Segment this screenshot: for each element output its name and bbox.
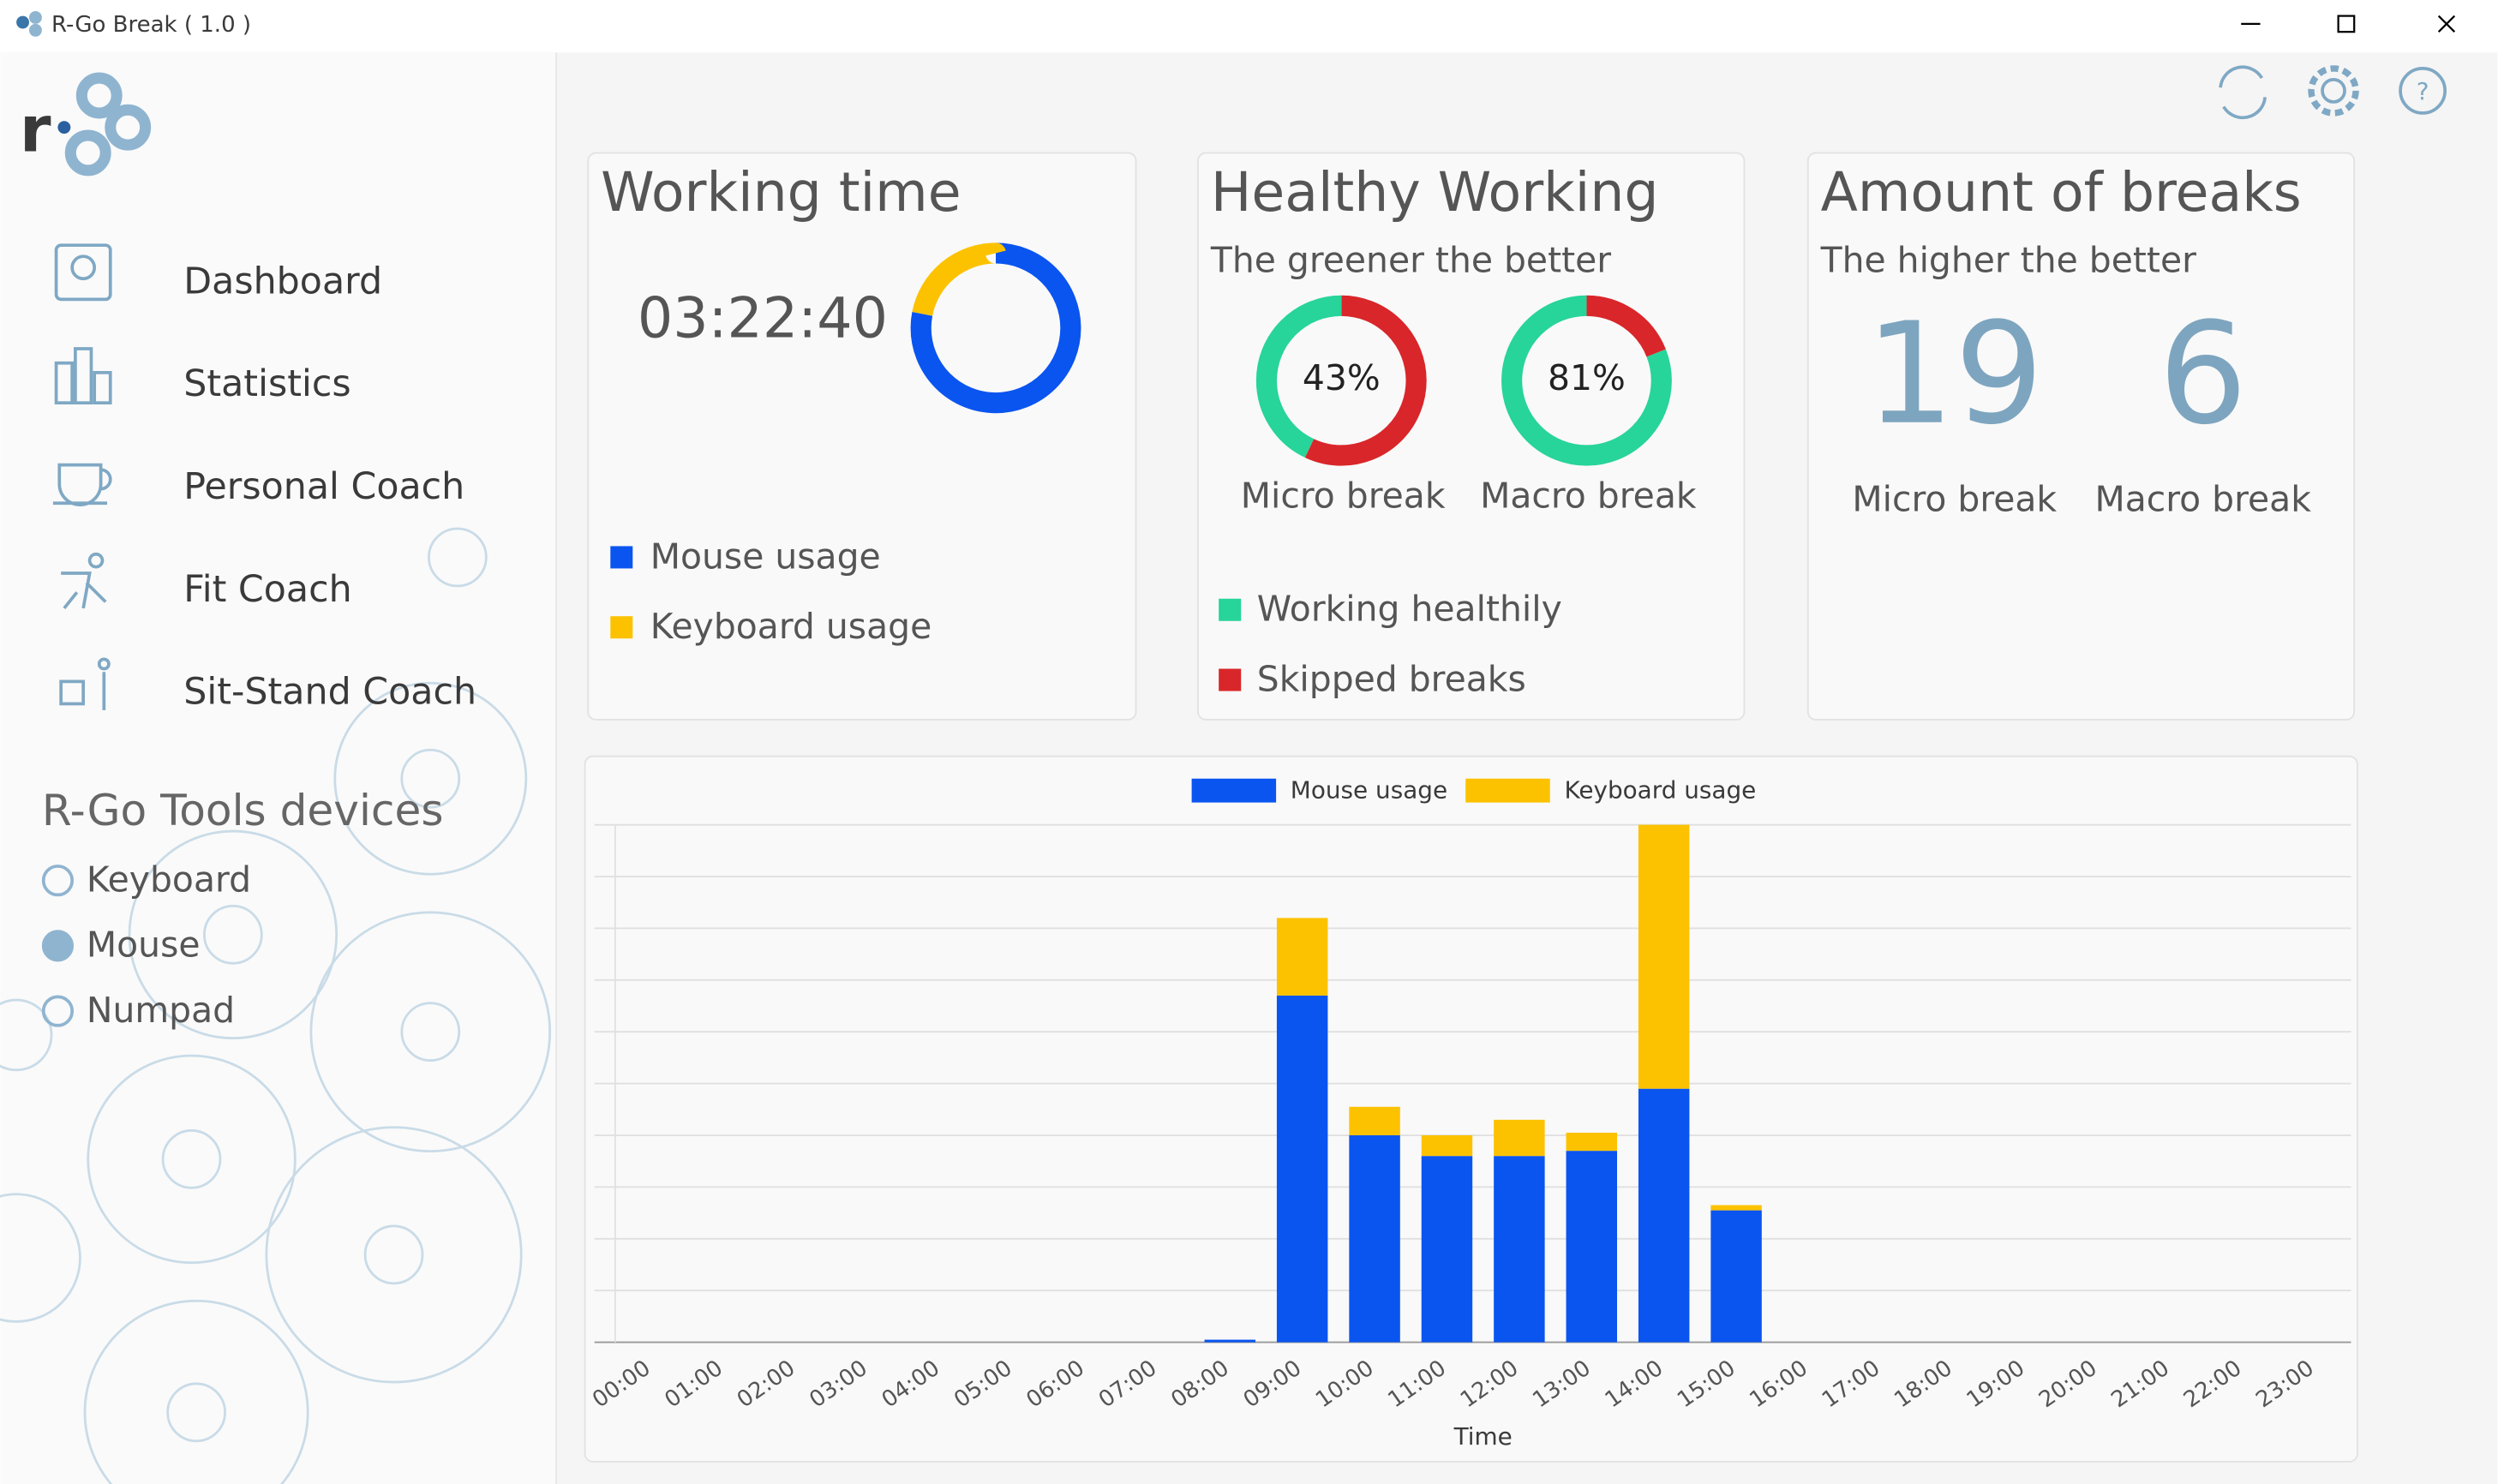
maximize-button[interactable] [2337, 15, 2356, 33]
legend-label: Mouse usage [650, 536, 881, 577]
sidebar [0, 52, 557, 1484]
card-healthy-working [1197, 152, 1746, 721]
card-chart [584, 755, 2358, 1463]
nav-item[interactable]: Personal Coach [183, 465, 464, 508]
nav-item[interactable]: Statistics [183, 362, 350, 405]
break-count-label: Micro break [1852, 478, 2057, 519]
refresh-button[interactable] [2219, 65, 2267, 120]
sidebar-pattern [0, 527, 552, 1484]
donut-label: Micro break [1241, 476, 1446, 517]
legend-label: Mouse usage [1291, 776, 1447, 805]
bar-segment [1349, 1135, 1400, 1343]
card-working-time [587, 152, 1137, 721]
donut-segment [1501, 295, 1672, 466]
legend-swatch [610, 616, 633, 639]
cards [584, 152, 2358, 1463]
card-amount-of-breaks [1806, 152, 2356, 721]
legend-label: Keyboard usage [1564, 776, 1756, 805]
legend-swatch [610, 546, 633, 569]
break-count: 19 [1866, 292, 2044, 456]
card-title: Working time [601, 160, 961, 224]
bar-segment [1204, 1339, 1256, 1343]
card-title: Amount of breaks [1821, 160, 2302, 224]
bar-segment [1421, 1156, 1473, 1343]
settings-hub [2321, 78, 2346, 104]
working-time-value: 03:22:40 [638, 286, 888, 350]
legend-swatch [1191, 778, 1277, 803]
devices-title: R-Go Tools devices [42, 785, 444, 835]
app-icon [16, 11, 42, 37]
device-radio[interactable] [41, 930, 75, 962]
bar-segment [1421, 1135, 1473, 1157]
logo: r [20, 72, 152, 177]
bar-segment [1710, 1210, 1762, 1343]
device-label: Numpad [87, 990, 235, 1031]
device-label: Mouse [87, 925, 201, 966]
legend-swatch [1219, 668, 1242, 691]
help-button[interactable] [2399, 67, 2447, 115]
bar-segment [1638, 1088, 1690, 1343]
break-count-label: Macro break [2094, 478, 2311, 519]
settings-button[interactable] [2308, 65, 2359, 117]
bar-segment [1566, 1132, 1618, 1152]
bar-segment [1710, 1205, 1762, 1211]
bar-segment [1276, 918, 1328, 996]
donut-segment [910, 242, 1081, 414]
legend-label: Keyboard usage [650, 606, 932, 647]
legend-swatch [1219, 598, 1242, 621]
device-radio[interactable] [41, 995, 75, 1027]
break-count: 6 [2159, 292, 2248, 456]
bar-segment [1494, 1119, 1545, 1157]
card-subtitle: The higher the better [1820, 240, 2196, 281]
top-icons: ? [2219, 65, 2447, 120]
title-bar [0, 0, 2498, 53]
card-title: Healthy Working [1211, 160, 1659, 224]
svg-text:r: r [20, 93, 51, 167]
donut-segment [1255, 295, 1427, 466]
legend-label: Skipped breaks [1257, 658, 1526, 699]
legend-swatch [1465, 778, 1550, 803]
nav-item[interactable]: Fit Coach [183, 568, 351, 611]
nav-item[interactable]: Sit-Stand Coach [183, 671, 476, 714]
help-glyph: ? [2417, 77, 2429, 105]
bar-segment [1566, 1151, 1618, 1343]
device-label: Keyboard [87, 859, 251, 901]
nav-icons [52, 243, 112, 710]
x-axis-title: Time [1453, 1422, 1513, 1451]
donut-label: Macro break [1480, 476, 1697, 517]
nav-item[interactable]: Dashboard [183, 260, 382, 302]
card-subtitle: The greener the better [1210, 240, 1611, 281]
legend-label: Working healthily [1257, 589, 1562, 630]
donut-value-label: 43% [1303, 357, 1381, 398]
bar-segment [1638, 824, 1690, 1089]
window-title: R-Go Break ( 1.0 ) [51, 12, 251, 38]
device-radio[interactable] [41, 865, 75, 897]
bar-segment [1349, 1106, 1400, 1136]
close-button[interactable] [2437, 15, 2456, 33]
donut-value-label: 81% [1548, 357, 1626, 398]
bar-segment [1276, 995, 1328, 1343]
bar-segment [1494, 1156, 1545, 1343]
